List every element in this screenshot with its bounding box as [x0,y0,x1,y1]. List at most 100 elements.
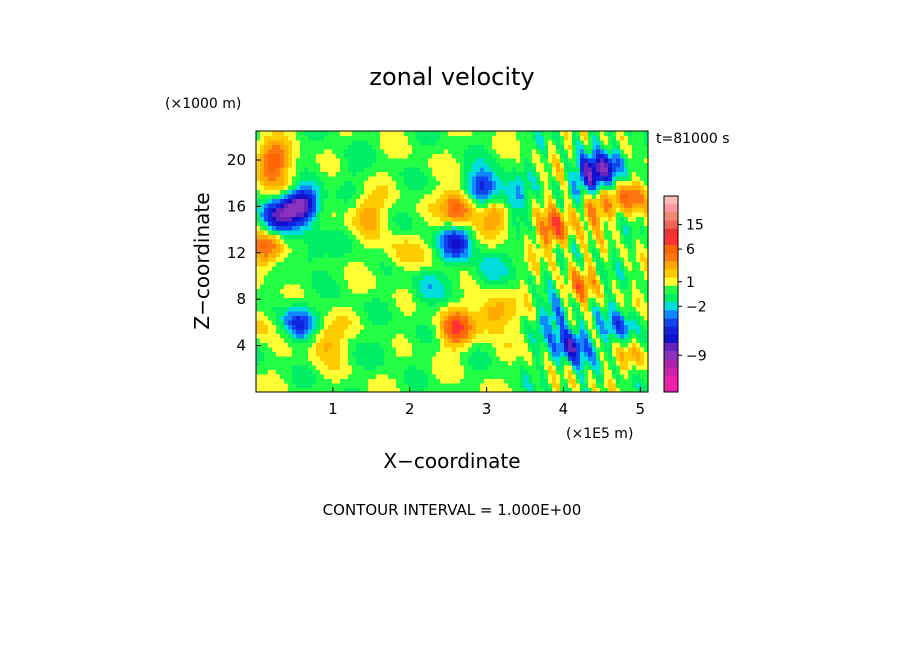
heatmap-cell [268,324,273,330]
heatmap-cell [520,311,525,316]
heatmap-cell [336,383,341,388]
heatmap-cell [300,149,305,154]
heatmap-cell [348,275,353,280]
heatmap-cell [340,252,345,258]
heatmap-cell [340,149,345,154]
heatmap-cell [540,203,545,208]
heatmap-cell [568,302,573,307]
heatmap-cell [344,180,349,186]
heatmap-cell [484,342,489,348]
heatmap-cell [428,266,433,271]
heatmap-cell [424,387,429,393]
heatmap-cell [260,342,265,348]
heatmap-cell [320,320,325,325]
heatmap-cell [528,212,533,217]
heatmap-cell [264,131,269,136]
heatmap-cell [380,288,385,294]
heatmap-cell [304,131,309,136]
heatmap-cell [464,347,469,352]
heatmap-cell [388,284,393,289]
heatmap-cell [436,216,441,222]
heatmap-cell [540,311,545,316]
heatmap-cell [592,135,597,141]
heatmap-cell [556,207,561,213]
heatmap-cell [588,284,593,289]
heatmap-cell [276,252,281,258]
heatmap-cell [324,324,329,330]
heatmap-cell [444,149,449,154]
heatmap-cell [428,374,433,379]
heatmap-cell [424,261,429,267]
heatmap-cell [560,356,565,361]
heatmap-cell [464,189,469,195]
heatmap-cell [332,351,337,357]
heatmap-cell [384,252,389,258]
heatmap-cell [416,212,421,217]
heatmap-cell [380,324,385,330]
heatmap-cell [332,252,337,258]
heatmap-cell [368,216,373,222]
heatmap-cell [272,365,277,370]
heatmap-cell [584,360,589,366]
heatmap-cell [336,311,341,316]
heatmap-cell [472,351,477,357]
heatmap-cell [388,383,393,388]
heatmap-cell [528,324,533,330]
heatmap-cell [468,333,473,339]
heatmap-cell [288,176,293,181]
heatmap-cell [484,252,489,258]
heatmap-cell [584,369,589,375]
heatmap-cell [300,167,305,172]
heatmap-cell [388,329,393,334]
heatmap-cell [496,171,501,177]
heatmap-cell [412,203,417,208]
heatmap-cell [336,374,341,379]
heatmap-cell [492,230,497,235]
heatmap-cell [424,284,429,289]
heatmap-cell [512,176,517,181]
heatmap-cell [328,320,333,325]
heatmap-cell [456,212,461,217]
heatmap-cell [408,275,413,280]
heatmap-cell [428,158,433,163]
heatmap-cell [264,266,269,271]
heatmap-cell [596,243,601,249]
heatmap-cell [508,360,513,366]
heatmap-cell [368,387,373,393]
heatmap-cell [412,176,417,181]
heatmap-cell [428,315,433,321]
heatmap-cell [428,338,433,343]
heatmap-cell [580,378,585,384]
heatmap-cell [536,234,541,240]
heatmap-cell [312,383,317,388]
heatmap-cell [340,194,345,199]
heatmap-cell [384,320,389,325]
heatmap-cell [280,167,285,172]
heatmap-cell [444,221,449,226]
heatmap-cell [544,306,549,312]
heatmap-cell [548,275,553,280]
heatmap-cell [264,257,269,262]
heatmap-cell [488,356,493,361]
heatmap-cell [452,324,457,330]
heatmap-cell [280,347,285,352]
heatmap-cell [512,297,517,303]
heatmap-cell [432,149,437,154]
heatmap-cell [444,270,449,276]
heatmap-cell [292,266,297,271]
heatmap-cell [372,360,377,366]
heatmap-cell [340,365,345,370]
heatmap-cell [360,212,365,217]
heatmap-cell [412,153,417,159]
heatmap-cell [364,171,369,177]
heatmap-cell [492,306,497,312]
heatmap-cell [508,221,513,226]
heatmap-cell [480,194,485,199]
heatmap-cell [396,243,401,249]
heatmap-cell [352,153,357,159]
heatmap-cell [536,387,541,393]
heatmap-cell [532,203,537,208]
heatmap-cell [476,306,481,312]
heatmap-cell [560,185,565,190]
heatmap-cell [496,153,501,159]
